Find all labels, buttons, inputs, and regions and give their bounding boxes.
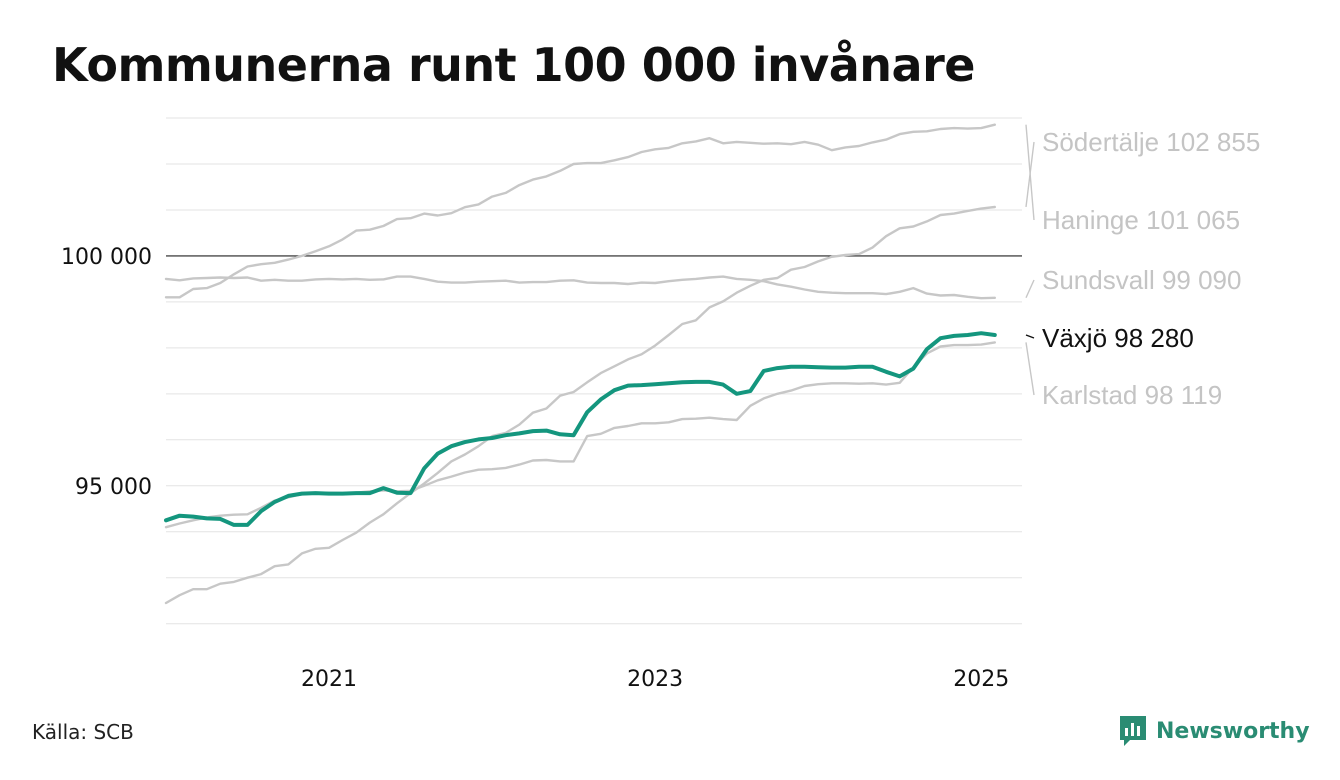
series-line-karlstad — [164, 341, 996, 529]
x-tick-label: 2023 — [627, 667, 683, 692]
grid-lines — [166, 117, 1022, 625]
series-label: Sundsvall 99 090 — [1042, 265, 1241, 295]
series-line-sundsvall — [164, 275, 996, 300]
series-label: Karlstad 98 119 — [1042, 380, 1222, 410]
x-axis-tick-labels: 2021 2023 2025 — [301, 667, 1009, 692]
brand-name: Newsworthy — [1156, 718, 1310, 744]
series-lines — [164, 123, 997, 605]
y-tick-label: 100 000 — [61, 245, 152, 270]
series-line-vxj — [164, 331, 997, 527]
newsworthy-logo-icon — [1120, 716, 1146, 746]
source-note: Källa: SCB — [32, 720, 134, 744]
series-label: Växjö 98 280 — [1042, 323, 1194, 353]
series-line-haninge — [164, 123, 996, 299]
leader-line — [1025, 334, 1035, 339]
y-tick-label: 95 000 — [75, 475, 152, 500]
x-tick-label: 2021 — [301, 667, 357, 692]
series-end-labels: Södertälje 102 855 Haninge 101 065 Sundsva… — [1025, 124, 1260, 410]
series-label: Södertälje 102 855 — [1042, 127, 1260, 157]
series-label: Haninge 101 065 — [1042, 205, 1240, 235]
series-line-sdertlje — [164, 205, 996, 605]
chart-title: Kommunerna runt 100 000 invånare — [52, 38, 975, 92]
leader-line — [1025, 342, 1035, 396]
leader-line — [1025, 124, 1035, 221]
leader-line — [1025, 279, 1035, 299]
brand-logo[interactable]: Newsworthy — [1118, 714, 1310, 748]
y-axis-tick-labels: 95 000 100 000 — [61, 245, 152, 500]
x-tick-label: 2025 — [953, 667, 1009, 692]
